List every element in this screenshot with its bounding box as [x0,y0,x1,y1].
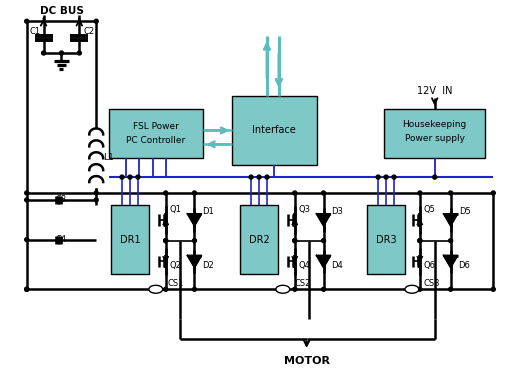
Bar [232,96,316,165]
Circle shape [491,191,495,195]
Text: D5: D5 [459,207,470,216]
Text: C3: C3 [56,195,67,205]
Circle shape [257,175,261,179]
Text: D4: D4 [331,261,343,270]
Circle shape [448,239,453,243]
Text: C2: C2 [84,27,95,36]
Text: Housekeeping: Housekeeping [402,120,467,129]
Text: C1: C1 [29,27,40,36]
Circle shape [128,175,132,179]
Polygon shape [316,256,330,267]
Circle shape [60,51,64,55]
Circle shape [249,175,253,179]
Text: DC BUS: DC BUS [40,6,84,16]
Text: MOTOR: MOTOR [283,356,330,366]
Text: D3: D3 [331,207,343,216]
Circle shape [384,175,388,179]
Text: Q3: Q3 [299,205,311,215]
Text: Q6: Q6 [424,261,436,270]
Text: Q4: Q4 [299,261,311,270]
Text: Interface: Interface [252,125,296,135]
Circle shape [293,287,296,291]
Circle shape [322,191,326,195]
Ellipse shape [276,285,290,293]
Text: Q1: Q1 [170,205,182,215]
Text: PC Controller: PC Controller [126,136,185,145]
Bar [384,109,485,158]
Circle shape [293,191,296,195]
Polygon shape [444,256,458,267]
Circle shape [265,175,269,179]
Circle shape [136,175,140,179]
Circle shape [164,239,168,243]
Polygon shape [187,256,201,267]
Circle shape [25,238,29,242]
Text: D6: D6 [458,261,470,270]
Text: 12V  IN: 12V IN [417,86,453,96]
Circle shape [193,287,196,291]
Bar [240,205,278,274]
Text: L1: L1 [103,153,113,162]
Circle shape [322,239,326,243]
Circle shape [94,191,98,195]
Bar [109,109,204,158]
Circle shape [94,19,98,23]
Circle shape [77,51,81,55]
Circle shape [120,175,124,179]
Polygon shape [444,214,458,226]
Circle shape [25,287,29,291]
Circle shape [164,191,168,195]
Text: DR2: DR2 [248,235,269,245]
Text: D2: D2 [203,261,214,270]
Circle shape [448,191,453,195]
Polygon shape [187,214,201,226]
Text: DR3: DR3 [376,235,396,245]
Circle shape [25,191,29,195]
Circle shape [193,191,196,195]
Text: C4: C4 [56,235,67,244]
Circle shape [418,239,422,243]
Circle shape [418,287,422,291]
Circle shape [491,287,495,291]
Circle shape [322,287,326,291]
Text: Q2: Q2 [170,261,182,270]
Bar [367,205,405,274]
Circle shape [25,19,29,23]
Text: DR1: DR1 [120,235,140,245]
Ellipse shape [149,285,163,293]
Text: D1: D1 [203,207,214,216]
Text: CS3: CS3 [423,279,440,288]
Circle shape [418,191,422,195]
Circle shape [94,198,98,202]
Circle shape [164,287,168,291]
Circle shape [42,51,45,55]
Circle shape [392,175,396,179]
Circle shape [193,239,196,243]
Circle shape [25,198,29,202]
Circle shape [164,239,168,243]
Polygon shape [316,214,330,226]
Circle shape [25,287,29,291]
Circle shape [418,239,422,243]
Circle shape [448,287,453,291]
Text: CS1: CS1 [168,279,184,288]
Text: CS2: CS2 [294,279,311,288]
Circle shape [293,239,296,243]
Text: FSL Power: FSL Power [133,122,179,131]
Circle shape [293,239,296,243]
Circle shape [433,175,437,179]
Text: Power supply: Power supply [405,134,465,143]
Bar [111,205,149,274]
Ellipse shape [405,285,419,293]
Text: Q5: Q5 [424,205,436,215]
Circle shape [376,175,380,179]
